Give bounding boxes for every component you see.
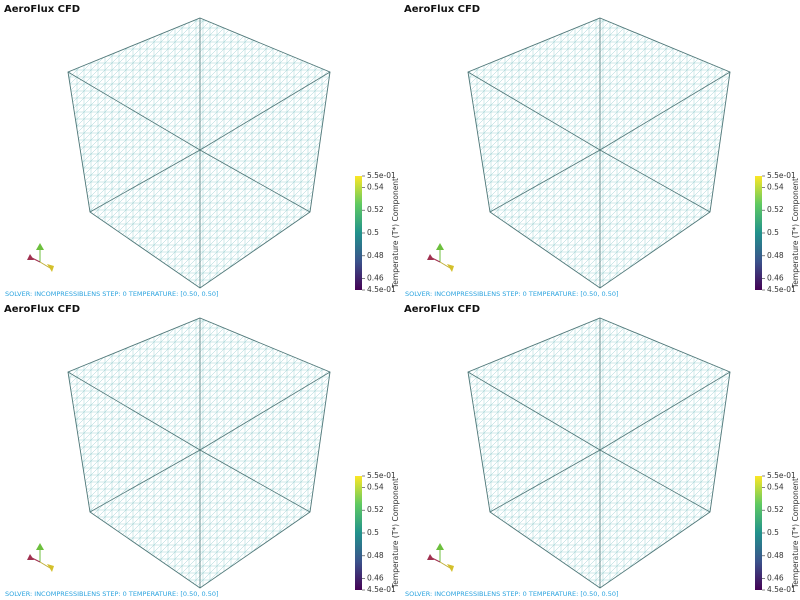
colorbar-label: Temperature (T*) Component: [791, 178, 800, 289]
colorbar-tick-label: 4.5e-01: [767, 585, 796, 594]
mesh-surface: [67, 17, 331, 289]
axis-x-head: [47, 264, 54, 272]
cube-edge: [67, 371, 201, 451]
status-text: SOLVER: INCOMPRESSIBLENS STEP: 0 TEMPERA…: [405, 290, 619, 298]
colorbar-label: Temperature (T*) Component: [391, 178, 400, 289]
colorbar-tick-label: 0.5: [767, 228, 779, 237]
axis-x-head: [47, 564, 54, 572]
colorbar-tick-label: 0.54: [367, 482, 384, 491]
mesh-surface: [467, 17, 731, 289]
cube-edge: [599, 449, 711, 513]
axis-z: [431, 557, 441, 563]
colorbar-tick-label: 5.5e-01: [767, 171, 796, 180]
panel-title: AeroFlux CFD: [4, 4, 80, 15]
axis-z: [31, 557, 41, 563]
colorbar-tick-label: 0.52: [367, 205, 384, 214]
axis-x: [439, 261, 451, 269]
axis-y-head: [36, 543, 44, 550]
cube-edge: [599, 71, 731, 151]
colorbar-tick-label: 4.5e-01: [367, 285, 396, 294]
status-text: SOLVER: INCOMPRESSIBLENS STEP: 0 TEMPERA…: [405, 590, 619, 598]
mesh-surface: [67, 317, 331, 589]
panel: AeroFlux CFD SOLVER: INCOMPRESSIBLENS STE…: [4, 304, 400, 598]
cube-edge: [199, 371, 331, 451]
status-text: SOLVER: INCOMPRESSIBLENS STEP: 0 TEMPERA…: [5, 290, 219, 298]
axis-z-head: [427, 554, 434, 560]
colorbar-tick-label: 0.52: [767, 505, 784, 514]
colorbar-tick-label: 5.5e-01: [367, 171, 396, 180]
colorbar-tick-label: 5.5e-01: [767, 471, 796, 480]
colorbar-tick-label: 0.54: [767, 482, 784, 491]
colorbar-tick-label: 0.48: [767, 251, 784, 260]
colorbar-tick-label: 0.5: [367, 228, 379, 237]
panel-title: AeroFlux CFD: [4, 304, 80, 315]
cube-edge: [599, 149, 711, 213]
colorbar-tick-label: 0.46: [767, 574, 784, 583]
colorbar-tick-label: 0.54: [767, 182, 784, 191]
cube-edge: [199, 149, 311, 213]
colorbar-tick-label: 0.46: [367, 274, 384, 283]
panel: AeroFlux CFD SOLVER: INCOMPRESSIBLENS STE…: [404, 304, 800, 598]
colorbar-tick-label: 0.52: [367, 505, 384, 514]
colorbar-tick-label: 0.48: [367, 551, 384, 560]
colorbar: [755, 176, 762, 290]
cube-edge: [467, 71, 601, 151]
cube-edge: [89, 149, 201, 213]
axis-z: [31, 257, 41, 263]
colorbar-tick-label: 0.52: [767, 205, 784, 214]
axis-x: [439, 561, 451, 569]
status-text: SOLVER: INCOMPRESSIBLENS STEP: 0 TEMPERA…: [5, 590, 219, 598]
axis-y-head: [436, 243, 444, 250]
cube-edge: [67, 71, 201, 151]
colorbar-tick-label: 0.46: [367, 574, 384, 583]
colorbar-label: Temperature (T*) Component: [791, 478, 800, 589]
colorbar-tick-label: 0.54: [367, 182, 384, 191]
colorbar-label: Temperature (T*) Component: [391, 478, 400, 589]
cube-edge: [599, 371, 731, 451]
colorbar-tick-label: 4.5e-01: [367, 585, 396, 594]
cube-edge: [467, 371, 601, 451]
colorbar-tick-label: 0.48: [767, 551, 784, 560]
axis-z-head: [27, 254, 34, 260]
axis-z-head: [27, 554, 34, 560]
colorbar-tick-label: 0.48: [367, 251, 384, 260]
axis-x-head: [447, 264, 454, 272]
panel-title: AeroFlux CFD: [404, 304, 480, 315]
axis-x-head: [447, 564, 454, 572]
cube-edge: [199, 71, 331, 151]
axis-y-head: [436, 543, 444, 550]
colorbar: [755, 476, 762, 590]
cube-edge: [489, 449, 601, 513]
panel: AeroFlux CFD SOLVER: INCOMPRESSIBLENS STE…: [404, 4, 800, 298]
colorbar: [355, 476, 362, 590]
axis-z-head: [427, 254, 434, 260]
colorbar-tick-label: 0.5: [767, 528, 779, 537]
axis-x: [39, 561, 51, 569]
axis-x: [39, 261, 51, 269]
colorbar-tick-label: 0.5: [367, 528, 379, 537]
mesh-surface: [467, 317, 731, 589]
colorbar-tick-label: 0.46: [767, 274, 784, 283]
cube-edge: [89, 449, 201, 513]
cube-edge: [199, 449, 311, 513]
axis-y-head: [36, 243, 44, 250]
axis-z: [431, 257, 441, 263]
colorbar-tick-label: 5.5e-01: [367, 471, 396, 480]
panel-title: AeroFlux CFD: [404, 4, 480, 15]
colorbar: [355, 176, 362, 290]
colorbar-tick-label: 4.5e-01: [767, 285, 796, 294]
cube-edge: [489, 149, 601, 213]
panel: AeroFlux CFD SOLVER: INCOMPRESSIBLENS STE…: [4, 4, 400, 298]
